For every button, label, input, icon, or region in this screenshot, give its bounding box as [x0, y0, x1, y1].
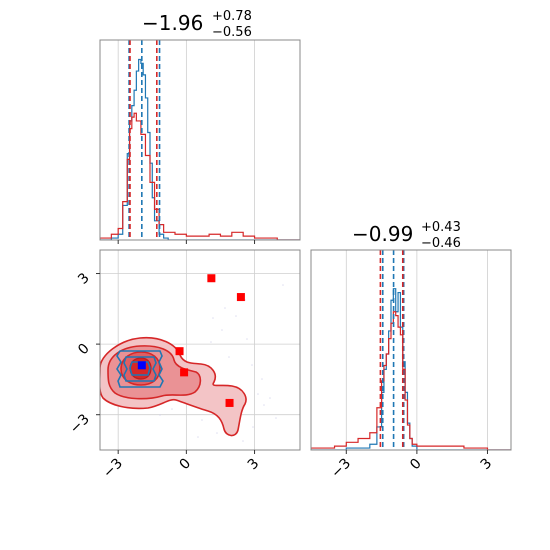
hist-top-title-sub: −0.56 [212, 25, 252, 40]
contour-xtick-label: −3 [100, 456, 126, 482]
contour-xtick-label: 3 [245, 456, 263, 474]
contour-blue-marker [137, 361, 146, 370]
contour-red-marker [175, 347, 184, 356]
hist-top-title-sup: +0.78 [212, 9, 252, 24]
contour-ytick-label: 3 [75, 270, 93, 288]
hist-panel-top: −1.96 +0.78 −0.56 [99, 9, 301, 244]
hist-right-xtick-label: 0 [407, 456, 425, 474]
hist-top-ticks [117, 240, 256, 244]
hist-right-title-sub: −0.46 [421, 236, 461, 251]
hist-top-grid [117, 40, 255, 240]
contour-frame [99, 249, 301, 451]
contour-blue-lines [116, 350, 164, 388]
hist-right-title-sup: +0.43 [421, 220, 461, 235]
hist-panel-right: −0.99 +0.43 −0.46 −3 0 3 [310, 220, 512, 481]
contour-scatter-points [159, 284, 284, 442]
contour-ytick-label: −3 [67, 411, 93, 437]
hist-right-series-0 [311, 288, 511, 450]
hist-right-xtick-label: −3 [328, 456, 354, 482]
contour-xtick-label: 0 [177, 456, 195, 474]
hist-top-quantiles [128, 40, 161, 240]
contour-panel: −3 0 3 −3 0 3 [67, 249, 301, 482]
contour-blue-level-inner [129, 361, 151, 376]
contour-blue-level-middle [123, 356, 157, 382]
hist-right-series-1 [311, 311, 511, 450]
hist-right-ticks: −3 0 3 [328, 450, 495, 481]
hist-top-title-main: −1.96 [142, 11, 203, 35]
hist-right-frame [310, 249, 512, 451]
contour-red-marker [180, 368, 189, 377]
hist-right-title-main: −0.99 [352, 222, 413, 246]
hist-right-series [311, 288, 511, 450]
hist-right-grid [345, 250, 488, 450]
contour-red-marker [207, 274, 216, 283]
contour-blue-level-outer [116, 350, 164, 388]
contour-red-marker [236, 293, 245, 302]
hist-top-series-1 [100, 112, 300, 240]
hist-top-frame [99, 39, 301, 241]
contour-red-marker [225, 398, 234, 407]
hist-right-xtick-label: 3 [478, 456, 496, 474]
contour-markers [137, 274, 245, 407]
hist-right-quantiles [379, 250, 405, 450]
contour-ytick-label: 0 [75, 341, 93, 359]
